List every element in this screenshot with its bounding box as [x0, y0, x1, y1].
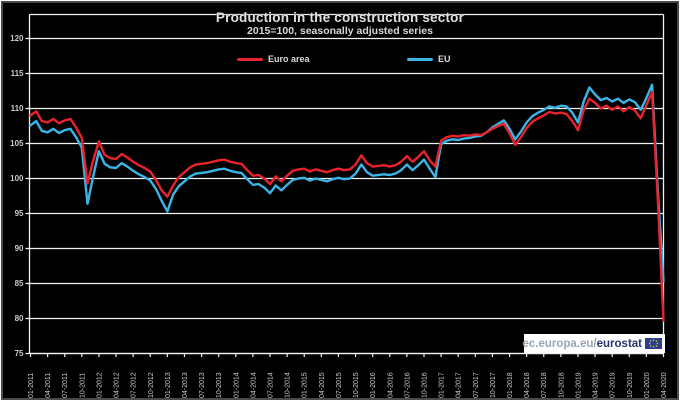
svg-text:10-2013: 10-2013 — [216, 372, 223, 398]
svg-text:01-2012: 01-2012 — [96, 372, 103, 398]
svg-text:01-2013: 01-2013 — [165, 372, 172, 398]
legend-item-eu: EU — [407, 53, 451, 65]
svg-text:115: 115 — [11, 69, 24, 78]
eu-line-swatch — [407, 57, 433, 61]
legend-item-euro-area: Euro area — [237, 53, 310, 65]
svg-text:07-2015: 07-2015 — [336, 372, 343, 398]
y-axis-labels: 120 115 110 105 100 95 90 85 80 75 — [10, 34, 24, 358]
chart-subtitle: 2015=100, seasonally adjusted series — [247, 25, 433, 37]
plot-frame — [28, 13, 665, 355]
svg-text:01-2014: 01-2014 — [233, 372, 240, 398]
svg-text:10-2019: 10-2019 — [627, 372, 634, 398]
svg-text:01-2020: 01-2020 — [644, 372, 651, 398]
svg-text:07-2017: 07-2017 — [473, 372, 480, 398]
gridlines — [25, 37, 664, 355]
svg-text:07-2016: 07-2016 — [404, 372, 411, 398]
euro-area-line-swatch — [237, 57, 263, 61]
svg-text:75: 75 — [15, 349, 24, 358]
svg-text:04-2016: 04-2016 — [387, 372, 394, 398]
chart-title: Production in the construction sector — [215, 10, 465, 25]
svg-text:110: 110 — [11, 104, 24, 113]
svg-text:01-2015: 01-2015 — [302, 372, 309, 398]
svg-text:01-2019: 01-2019 — [575, 372, 582, 398]
svg-text:120: 120 — [10, 34, 24, 43]
series-line-euro-area — [29, 91, 665, 322]
svg-text:04-2015: 04-2015 — [319, 372, 326, 398]
svg-text:04-2013: 04-2013 — [182, 372, 189, 398]
svg-text:10-2015: 10-2015 — [353, 372, 360, 398]
svg-text:10-2012: 10-2012 — [148, 372, 155, 398]
svg-text:04-2011: 04-2011 — [45, 373, 52, 398]
svg-text:04-2019: 04-2019 — [593, 372, 600, 398]
svg-text:10-2011: 10-2011 — [79, 373, 86, 398]
legend-label-eu: EU — [438, 54, 451, 64]
svg-text:01-2018: 01-2018 — [507, 372, 514, 398]
svg-text:10-2014: 10-2014 — [285, 372, 292, 398]
svg-text:80: 80 — [15, 314, 24, 323]
eu-flag-icon — [645, 338, 662, 349]
svg-text:07-2019: 07-2019 — [610, 372, 617, 398]
series-line-eu — [29, 83, 665, 283]
svg-text:10-2017: 10-2017 — [490, 372, 497, 398]
svg-text:01-2016: 01-2016 — [370, 372, 377, 398]
chart-background — [3, 3, 677, 398]
svg-text:01-2017: 01-2017 — [439, 372, 446, 398]
svg-text:07-2013: 07-2013 — [199, 372, 206, 398]
svg-text:04-2020: 04-2020 — [661, 372, 668, 398]
svg-text:85: 85 — [15, 279, 24, 288]
svg-text:10-2018: 10-2018 — [558, 372, 565, 398]
x-axis-labels: 01-2011 04-2011 07-2011 10-2011 01-2012 04-20… — [28, 353, 668, 398]
eurostat-watermark: ec.europa.eu/eurostat — [522, 334, 665, 353]
svg-text:105: 105 — [10, 139, 24, 148]
svg-text:07-2018: 07-2018 — [541, 372, 548, 398]
svg-text:01-2011: 01-2011 — [28, 373, 35, 398]
watermark-brand: eurostat — [596, 337, 642, 350]
legend-label-euro-area: Euro area — [268, 54, 310, 64]
svg-text:10-2016: 10-2016 — [421, 372, 428, 398]
svg-text:04-2017: 04-2017 — [456, 372, 463, 398]
svg-text:90: 90 — [15, 244, 24, 253]
svg-text:07-2014: 07-2014 — [268, 372, 275, 398]
svg-text:07-2012: 07-2012 — [131, 372, 138, 398]
svg-text:04-2012: 04-2012 — [114, 372, 121, 398]
svg-text:04-2014: 04-2014 — [250, 372, 257, 398]
svg-text:04-2018: 04-2018 — [524, 372, 531, 398]
svg-text:95: 95 — [15, 209, 24, 218]
svg-text:07-2011: 07-2011 — [62, 373, 69, 398]
watermark-url-prefix: ec.europa.eu/ — [522, 337, 597, 350]
svg-text:100: 100 — [10, 174, 24, 183]
